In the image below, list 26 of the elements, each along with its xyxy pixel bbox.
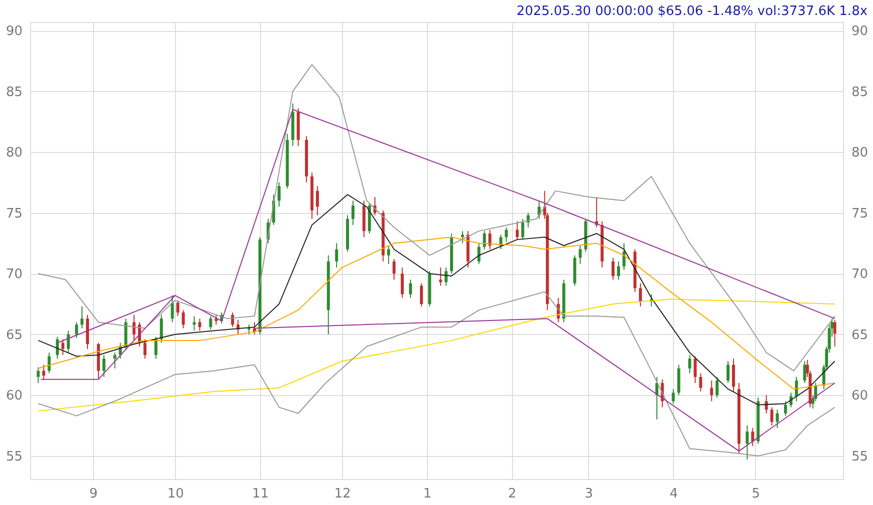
y-tick-label: 80 (6, 146, 22, 161)
y-tick-label: 85 (6, 84, 22, 100)
x-tick-label: 11 (252, 486, 269, 502)
x-tick-label: 9 (89, 486, 98, 502)
y2-tick-label: 55 (852, 449, 868, 464)
y-tick-label: 90 (6, 24, 22, 40)
x-tick-label: 1 (423, 486, 432, 502)
y-tick-label: 75 (6, 206, 22, 222)
y-tick-label: 55 (6, 449, 22, 464)
y2-tick-label: 80 (852, 146, 868, 161)
y2-tick-label: 85 (852, 84, 868, 100)
y2-tick-label: 60 (852, 388, 868, 404)
x-tick-label: 4 (670, 486, 678, 502)
y2-tick-label: 90 (852, 24, 868, 40)
x-tick-label: 12 (334, 486, 351, 502)
y-tick-label: 70 (6, 267, 22, 282)
y2-tick-label: 75 (852, 206, 868, 222)
x-tick-label: 3 (584, 486, 594, 502)
y2-tick-label: 65 (852, 328, 868, 343)
x-tick-label: 10 (167, 486, 184, 502)
y-tick-label: 60 (6, 388, 22, 404)
x-tick-label: 5 (752, 486, 760, 502)
y-tick-label: 65 (6, 328, 22, 343)
chart-title: 2025.05.30 00:00:00 $65.06 -1.48% vol:3737.6K 1.8x (516, 4, 868, 19)
y2-tick-label: 70 (852, 267, 868, 282)
x-tick-label: 2 (508, 486, 516, 502)
